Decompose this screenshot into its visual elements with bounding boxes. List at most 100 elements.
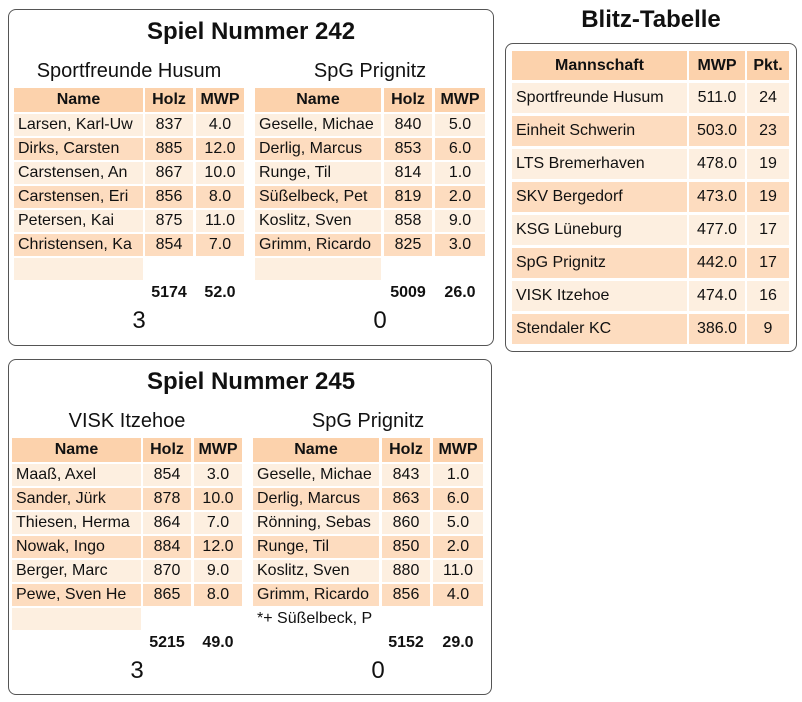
player-name: Thiesen, Herma — [12, 512, 141, 534]
team-stat: 477.0 — [689, 215, 745, 245]
player-name: Christensen, Ka — [14, 234, 143, 256]
player-score: 885 — [145, 138, 193, 160]
team-name: SpG Prignitz — [313, 59, 427, 82]
team-stat: 386.0 — [689, 314, 745, 344]
team-name: SKV Bergedorf — [512, 182, 687, 212]
player-name: Runge, Til — [253, 536, 379, 558]
match-score: 0 — [371, 657, 385, 684]
total-mwp: 49.0 — [202, 634, 234, 651]
player-score: 819 — [384, 186, 432, 208]
team-stat: 474.0 — [689, 281, 745, 311]
team-stat: 442.0 — [689, 248, 745, 278]
player-score: 880 — [382, 560, 430, 582]
player-score: 843 — [382, 464, 430, 486]
player-score: 864 — [143, 512, 191, 534]
player-score: 850 — [382, 536, 430, 558]
player-score: 12.0 — [194, 536, 242, 558]
player-name: Koslitz, Sven — [253, 560, 379, 582]
player-name: Runge, Til — [255, 162, 381, 184]
team-stat: 16 — [747, 281, 789, 311]
column-header: MWP — [689, 51, 745, 80]
column-header: Mannschaft — [512, 51, 687, 80]
team-stat: 19 — [747, 149, 789, 179]
player-score: 12.0 — [196, 138, 244, 160]
player-score: 840 — [384, 114, 432, 136]
player-score: 2.0 — [435, 186, 485, 208]
player-score: 10.0 — [196, 162, 244, 184]
player-name: Grimm, Ricardo — [253, 584, 379, 606]
player-name: Pewe, Sven He — [12, 584, 141, 606]
player-name: Petersen, Kai — [14, 210, 143, 232]
team-stat: 478.0 — [689, 149, 745, 179]
player-score: 814 — [384, 162, 432, 184]
player-score: 865 — [143, 584, 191, 606]
player-score: 8.0 — [194, 584, 242, 606]
player-name: Nowak, Ingo — [12, 536, 141, 558]
column-header: MWP — [194, 438, 242, 462]
player-name: Maaß, Axel — [12, 464, 141, 486]
team-name: SpG Prignitz — [311, 409, 425, 432]
player-score: 2.0 — [433, 536, 483, 558]
column-header: Holz — [382, 438, 430, 462]
player-score: 870 — [143, 560, 191, 582]
player-score: 11.0 — [196, 210, 244, 232]
team-stat: 19 — [747, 182, 789, 212]
team-name: Sportfreunde Husum — [36, 59, 222, 82]
player-score: 7.0 — [196, 234, 244, 256]
player-score: 3.0 — [194, 464, 242, 486]
total-holz: 5009 — [390, 284, 426, 301]
match-score: 0 — [373, 307, 387, 334]
player-name: Geselle, Michae — [253, 464, 379, 486]
standings-title: Blitz-Tabelle — [581, 6, 721, 33]
player-name: Carstensen, Eri — [14, 186, 143, 208]
player-name: Koslitz, Sven — [255, 210, 381, 232]
team-name: VISK Itzehoe — [68, 409, 186, 432]
column-header: Holz — [143, 438, 191, 462]
player-name: Dirks, Carsten — [14, 138, 143, 160]
game-title: Spiel Nummer 245 — [146, 368, 356, 395]
column-header: MWP — [435, 88, 485, 112]
empty-row — [14, 258, 143, 280]
player-name: Rönning, Sebas — [253, 512, 379, 534]
player-score: 6.0 — [435, 138, 485, 160]
column-header: Holz — [145, 88, 193, 112]
total-holz: 5215 — [149, 634, 185, 651]
player-score: 1.0 — [435, 162, 485, 184]
player-name: Süßelbeck, Pet — [255, 186, 381, 208]
team-stat: 473.0 — [689, 182, 745, 212]
column-header: MWP — [196, 88, 244, 112]
player-score: 884 — [143, 536, 191, 558]
column-header: Name — [12, 438, 141, 462]
team-name: LTS Bremerhaven — [512, 149, 687, 179]
team-name: VISK Itzehoe — [512, 281, 687, 311]
player-score: 4.0 — [433, 584, 483, 606]
player-name: Grimm, Ricardo — [255, 234, 381, 256]
column-header: Name — [14, 88, 143, 112]
player-name: Derlig, Marcus — [253, 488, 379, 510]
total-mwp: 52.0 — [204, 284, 236, 301]
player-score: 837 — [145, 114, 193, 136]
column-header: MWP — [433, 438, 483, 462]
empty-row — [12, 608, 141, 630]
player-name: Geselle, Michae — [255, 114, 381, 136]
player-score: 8.0 — [196, 186, 244, 208]
total-holz: 5152 — [388, 634, 424, 651]
player-score: 867 — [145, 162, 193, 184]
team-name: Einheit Schwerin — [512, 116, 687, 146]
player-score: 860 — [382, 512, 430, 534]
player-score: 825 — [384, 234, 432, 256]
player-score: 853 — [384, 138, 432, 160]
team-name: KSG Lüneburg — [512, 215, 687, 245]
team-name: Sportfreunde Husum — [512, 83, 687, 113]
match-score: 3 — [132, 307, 146, 334]
column-header: Name — [253, 438, 379, 462]
player-score: 878 — [143, 488, 191, 510]
player-score: 11.0 — [433, 560, 483, 582]
player-score: 9.0 — [435, 210, 485, 232]
team-stat: 503.0 — [689, 116, 745, 146]
player-score: 5.0 — [433, 512, 483, 534]
player-score: 858 — [384, 210, 432, 232]
team-name: SpG Prignitz — [512, 248, 687, 278]
player-score: 856 — [145, 186, 193, 208]
